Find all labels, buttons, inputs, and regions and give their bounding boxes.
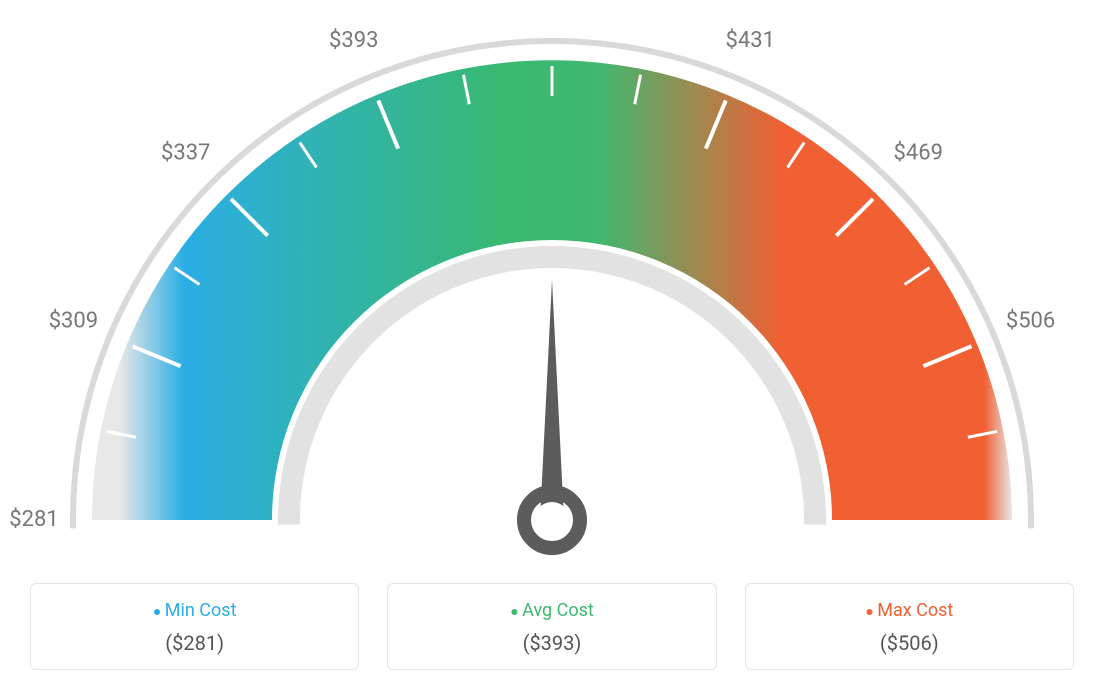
legend-value-min: ($281) <box>41 631 348 655</box>
gauge-tick-label: $337 <box>161 141 210 166</box>
legend-title-min: Min Cost <box>41 600 348 621</box>
legend-card-min: Min Cost ($281) <box>30 583 359 670</box>
gauge-chart: $281 $309 $337 $393 $431 $469 $506 <box>0 0 1104 560</box>
legend-value-max: ($506) <box>756 631 1063 655</box>
gauge-needle <box>540 280 564 520</box>
gauge-tick-label: $506 <box>1006 309 1055 334</box>
gauge-tick-label: $281 <box>9 507 58 532</box>
legend-value-avg: ($393) <box>398 631 705 655</box>
legend-row: Min Cost ($281) Avg Cost ($393) Max Cost… <box>0 583 1104 670</box>
gauge-tick-label: $309 <box>49 309 98 334</box>
gauge-tick-label: $393 <box>329 28 378 53</box>
legend-card-avg: Avg Cost ($393) <box>387 583 716 670</box>
gauge-tick-label: $469 <box>894 141 943 166</box>
legend-card-max: Max Cost ($506) <box>745 583 1074 670</box>
gauge-tick-label: $431 <box>725 28 774 53</box>
gauge-svg: $281 $309 $337 $393 $431 $469 $506 <box>0 0 1104 560</box>
legend-title-max: Max Cost <box>756 600 1063 621</box>
gauge-needle-hub-inner <box>534 502 570 538</box>
legend-title-avg: Avg Cost <box>398 600 705 621</box>
